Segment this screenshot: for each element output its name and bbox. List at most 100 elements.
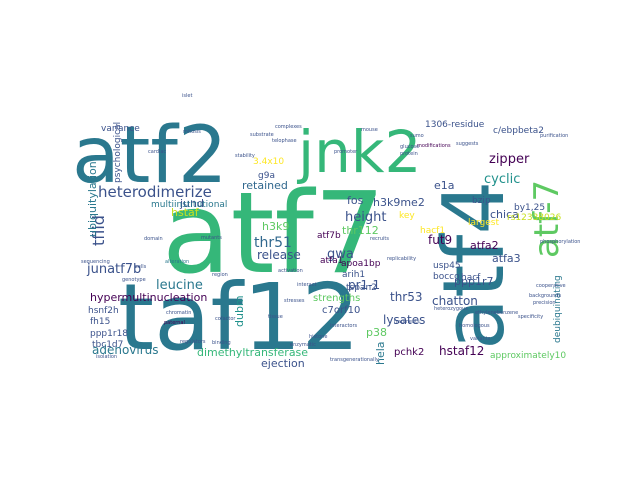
- cloud-word: rs12338026: [507, 213, 561, 223]
- cloud-word: bocco: [433, 272, 460, 282]
- cloud-word: fos: [347, 194, 364, 207]
- cloud-word: tbc1d7: [92, 340, 123, 350]
- cloud-word: region: [212, 272, 228, 278]
- cloud-word: ethylenebenzene: [475, 310, 518, 316]
- cloud-word: atf4: [425, 181, 524, 350]
- cloud-word: tfiid: [89, 215, 108, 246]
- cloud-word: mutants: [201, 235, 222, 241]
- cloud-word: thr112: [342, 224, 379, 237]
- cloud-word: jnk2: [296, 118, 421, 186]
- cloud-word: cells: [135, 264, 147, 270]
- cloud-word: hstaf12: [439, 344, 484, 358]
- cloud-word: alteration: [165, 259, 189, 265]
- cloud-word: glucose: [400, 144, 419, 150]
- cloud-word: height: [345, 210, 386, 225]
- cloud-word: atf7b: [317, 231, 341, 241]
- cloud-word: c/ebpbeta2: [493, 126, 544, 136]
- cloud-word: fut9: [428, 233, 452, 247]
- cloud-word: purification: [540, 133, 568, 139]
- cloud-word: islet: [182, 93, 192, 99]
- cloud-word: heterozygous: [434, 306, 468, 312]
- cloud-word: isolation: [96, 354, 117, 360]
- cloud-word: hstaf: [171, 206, 200, 219]
- cloud-word: thr53: [390, 290, 423, 304]
- cloud-word: dubm: [233, 295, 246, 327]
- cloud-word: complexes: [275, 124, 302, 130]
- cloud-word: interact: [297, 282, 316, 288]
- cloud-word: largest: [468, 218, 499, 228]
- cloud-word: atfa1: [320, 256, 343, 266]
- cloud-word: release: [257, 248, 301, 262]
- cloud-word: zipper: [489, 152, 530, 167]
- cloud-word: e1a: [434, 179, 455, 192]
- cloud-word: ubiquitylation: [86, 161, 99, 237]
- cloud-word: transgenerationally: [330, 357, 379, 363]
- cloud-word: variants: [470, 336, 491, 342]
- cloud-word: atfa2: [470, 239, 499, 252]
- cloud-word: specificity: [518, 314, 543, 320]
- cloud-word: pchk2: [394, 347, 424, 358]
- cloud-word: p38: [366, 326, 387, 339]
- cloud-word: lysates: [383, 313, 425, 327]
- cloud-word: telophase: [272, 138, 297, 144]
- cloud-word: multiinstitutional: [151, 200, 227, 210]
- cloud-word: junatf7b: [86, 262, 141, 277]
- cloud-word: ppp1r7: [454, 275, 493, 288]
- cloud-word: precision: [533, 300, 556, 306]
- cloud-word: suggests: [456, 141, 479, 147]
- cloud-word: atf-7: [527, 180, 567, 258]
- cloud-word: atfa3: [492, 252, 521, 265]
- cloud-word: retained: [242, 179, 288, 192]
- cloud-word: replicability: [387, 256, 416, 262]
- cloud-word: protein: [400, 151, 418, 157]
- cloud-word: hacf: [461, 273, 481, 283]
- cloud-word: dimethyltransferase: [197, 346, 308, 359]
- cloud-word: sumo: [410, 133, 424, 139]
- cloud-word: hypermultinucleation: [90, 291, 207, 304]
- cloud-word: tissue: [268, 314, 283, 320]
- cloud-word: bzip: [472, 196, 491, 206]
- cloud-word: 1306-residue: [425, 120, 485, 130]
- cloud-word: approximately10: [490, 351, 566, 361]
- cloud-word: hela: [374, 341, 387, 365]
- cloud-word: usp45: [433, 261, 461, 271]
- cloud-word: mouse: [361, 127, 378, 133]
- cloud-word: g9a: [258, 171, 275, 181]
- cloud-word: recruits: [370, 236, 389, 242]
- cloud-word: activation: [278, 268, 303, 274]
- cloud-word: sequencing: [81, 259, 110, 265]
- cloud-word: hacf1: [420, 226, 445, 236]
- cloud-word: 3.4x10: [253, 157, 284, 167]
- cloud-word: tspan2: [346, 283, 377, 293]
- word-group: atf7 taf12 atf2 jnk2 atf4 atf-7 heterodi…: [72, 93, 580, 371]
- cloud-word: stresses: [284, 298, 305, 304]
- cloud-word: modifications: [417, 143, 451, 149]
- cloud-word: fragments: [394, 319, 420, 325]
- cloud-word: cardiac: [148, 149, 166, 155]
- cloud-word: h3k9me2: [373, 196, 425, 209]
- cloud-word: homologous: [459, 323, 490, 329]
- cloud-word: promoter: [334, 149, 358, 155]
- cloud-word: genotype: [122, 277, 146, 283]
- cloud-word: substrate: [250, 132, 274, 138]
- cloud-word: ppp1r18: [90, 329, 128, 339]
- cloud-word: deubiquinating: [553, 275, 563, 343]
- cloud-word: ejection: [261, 357, 305, 370]
- cloud-word: variance: [101, 124, 140, 134]
- cloud-word: h3k9: [262, 220, 289, 233]
- cloud-word: mitosis: [183, 129, 201, 135]
- cloud-word: cofactor: [215, 316, 236, 322]
- cloud-word: pr1-1: [348, 278, 380, 292]
- cloud-word: arih1: [342, 270, 365, 280]
- cloud-word: stability: [235, 153, 255, 159]
- cloud-word: fh15: [90, 317, 110, 327]
- cloud-word: adenovirus: [92, 343, 159, 357]
- cloud-word: gwa: [327, 247, 354, 262]
- cloud-word: strengths: [313, 293, 360, 304]
- cloud-word: chatton: [432, 294, 478, 308]
- cloud-word: atf7: [162, 169, 385, 299]
- cloud-word: regulators: [180, 339, 206, 345]
- cloud-word: cooperative: [536, 283, 566, 289]
